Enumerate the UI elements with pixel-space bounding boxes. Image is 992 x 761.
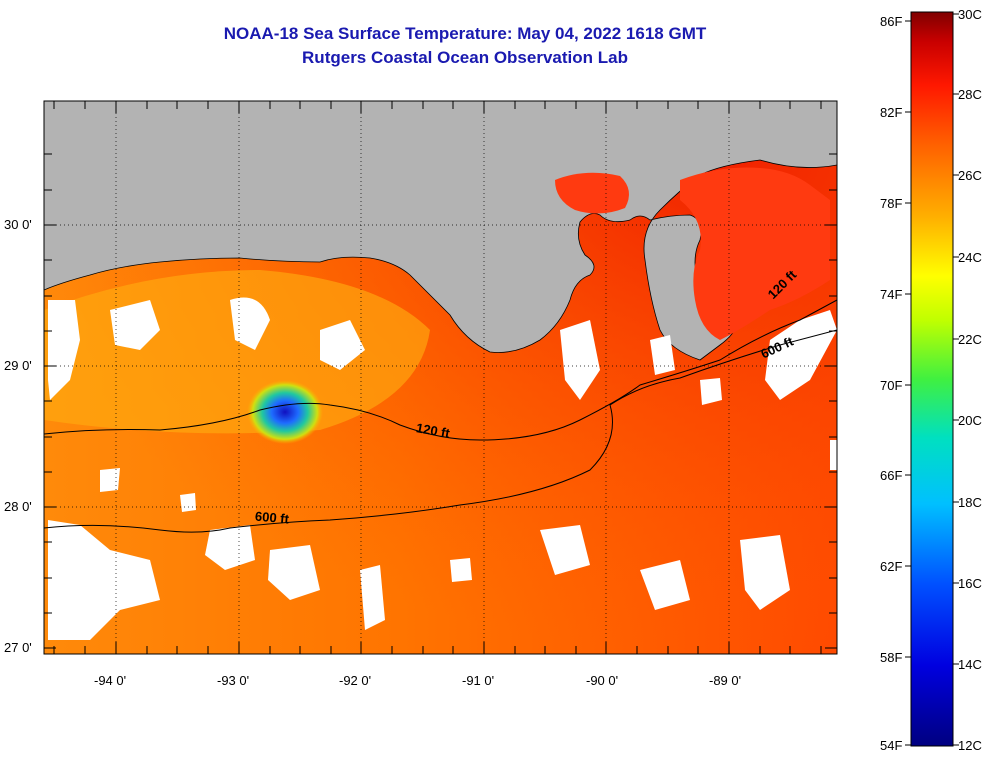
colorbar-c-label: 22C (958, 332, 982, 347)
delta-water (680, 167, 830, 340)
colorbar-c-label: 12C (958, 738, 982, 753)
colorbar-f-label: 62F (880, 559, 903, 574)
colorbar-f-label: 54F (880, 738, 903, 753)
colorbar-c-label: 30C (958, 7, 982, 22)
colorbar-f-label: 74F (880, 287, 903, 302)
lon-label: -90 0' (586, 673, 619, 688)
colorbar (910, 11, 954, 747)
bay-water (555, 172, 629, 214)
colorbar-f-label: 58F (880, 650, 903, 665)
map-subtitle: Rutgers Coastal Ocean Observation Lab (302, 48, 628, 67)
cloud-mask (48, 297, 837, 640)
plot-frame (43, 100, 838, 655)
colorbar-c-label: 18C (958, 495, 982, 510)
lat-label: 28 0' (4, 499, 32, 514)
lat-label: 27 0' (4, 640, 32, 655)
axis-ticks (44, 101, 837, 654)
colorbar-c-label: 24C (958, 250, 982, 265)
colorbar-c-label: 26C (958, 168, 982, 183)
colorbar-f-label: 82F (880, 105, 903, 120)
contour-label-600ft: 600 ft (254, 508, 290, 527)
map-title: NOAA-18 Sea Surface Temperature: May 04,… (223, 24, 707, 43)
lon-label: -94 0' (94, 673, 127, 688)
land-mass (44, 101, 837, 361)
colorbar-c-label: 16C (958, 576, 982, 591)
colorbar-f-label: 78F (880, 196, 903, 211)
lat-label: 30 0' (4, 217, 32, 232)
contour-120ft (44, 299, 837, 441)
colorbar-c-label: 20C (958, 413, 982, 428)
lon-label: -89 0' (709, 673, 742, 688)
lat-label: 29 0' (4, 358, 32, 373)
lon-label: -92 0' (339, 673, 372, 688)
colorbar-f-label: 86F (880, 14, 903, 29)
lon-label: -91 0' (462, 673, 495, 688)
colorbar-f-label: 70F (880, 378, 903, 393)
cold-water-spot (247, 380, 323, 444)
lon-label: -93 0' (217, 673, 250, 688)
contour-600ft (44, 329, 837, 533)
colorbar-c-label: 28C (958, 87, 982, 102)
graticule (44, 101, 837, 654)
colorbar-c-label: 14C (958, 657, 982, 672)
colorbar-f-label: 66F (880, 468, 903, 483)
colorbar-ticks (905, 13, 959, 746)
